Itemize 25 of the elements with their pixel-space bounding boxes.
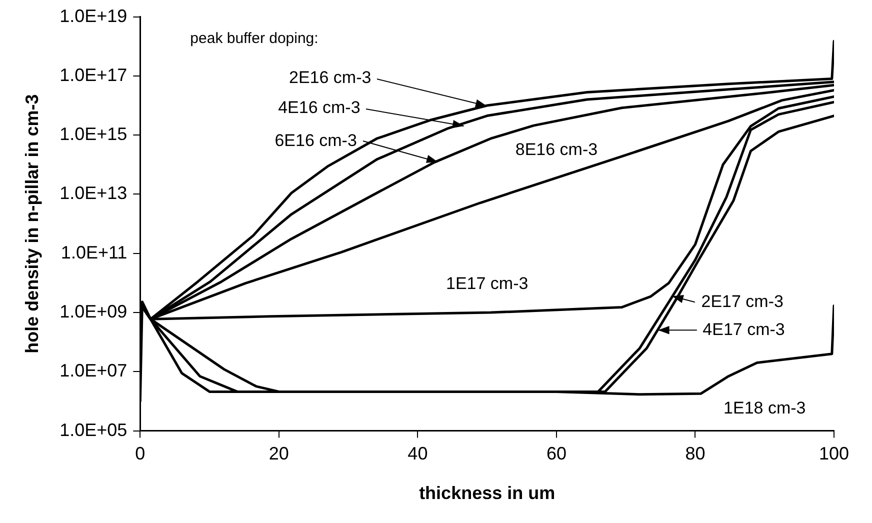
annotation: 2E16 cm-3 bbox=[288, 68, 372, 88]
x-axis-title: thickness in um bbox=[419, 483, 556, 504]
y-tick-label: 1.0E+19 bbox=[60, 6, 128, 26]
y-tick-label: 1.0E+11 bbox=[60, 242, 128, 262]
annotation: 1E18 cm-3 bbox=[724, 398, 806, 418]
x-tick-label: 0 bbox=[135, 444, 146, 464]
x-tick-label: 20 bbox=[268, 444, 289, 464]
y-tick-label: 1.0E+15 bbox=[60, 124, 128, 144]
x-tick-label: 80 bbox=[685, 444, 706, 464]
annotation: peak buffer doping: bbox=[190, 30, 318, 47]
y-tick-label: 1.0E+07 bbox=[60, 360, 128, 381]
annotation: 6E16 cm-3 bbox=[274, 131, 357, 150]
y-tick-label: 1.0E+05 bbox=[60, 420, 128, 440]
x-tick-label: 60 bbox=[546, 444, 566, 464]
y-tick-label: 1.0E+13 bbox=[60, 183, 128, 204]
x-tick-label: 40 bbox=[408, 444, 428, 464]
y-tick-label: 1.0E+09 bbox=[60, 301, 128, 322]
annotation: 8E16 cm-3 bbox=[515, 140, 598, 159]
annotation: 4E16 cm-3 bbox=[278, 98, 360, 118]
y-axis-title: hole density in n-pillar in cm-3 bbox=[22, 94, 42, 354]
annotation: 1E17 cm-3 bbox=[446, 274, 528, 294]
annotation: 2E17 cm-3 bbox=[701, 292, 784, 312]
annotation: 4E17 cm-3 bbox=[702, 320, 785, 340]
y-tick-label: 1.0E+17 bbox=[60, 64, 128, 85]
x-tick-label: 100 bbox=[818, 444, 850, 464]
